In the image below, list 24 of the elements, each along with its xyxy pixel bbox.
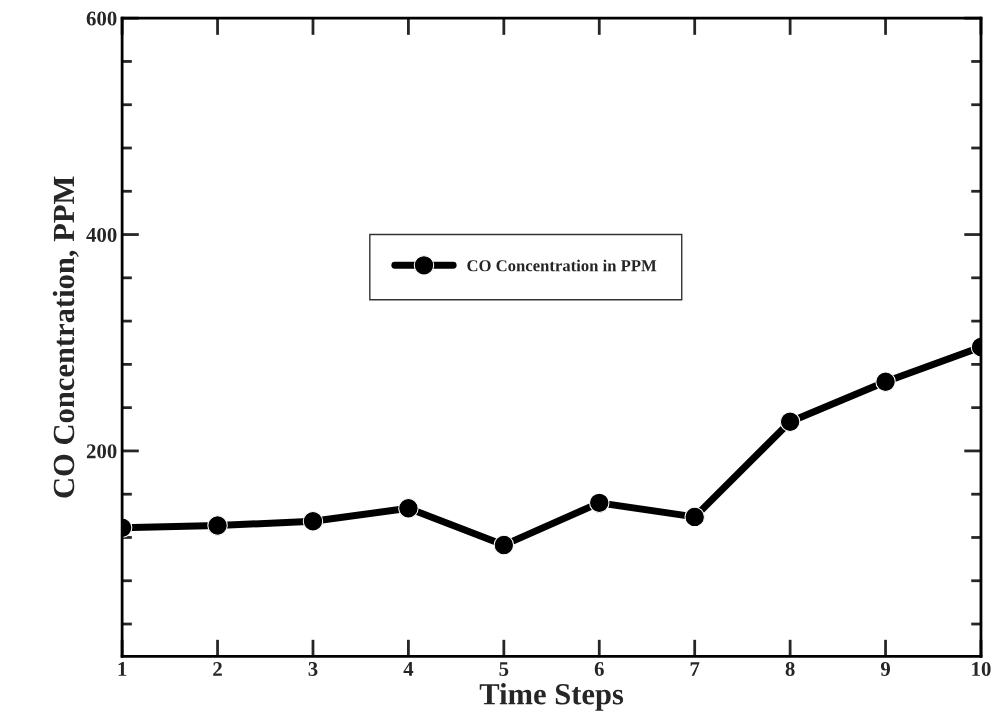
x-tick-label: 3	[308, 662, 318, 676]
x-tick-label: 4	[403, 662, 414, 676]
point	[207, 515, 228, 536]
point	[684, 506, 705, 528]
point	[779, 411, 801, 432]
point	[398, 498, 419, 519]
x-axis-title: Time Steps	[479, 683, 624, 711]
x-tick-label: 1	[118, 662, 127, 676]
y-tick-label: 200	[86, 444, 117, 459]
x-tick-label: 7	[690, 662, 700, 676]
x-tick-label: 9	[880, 662, 891, 676]
y-axis-title: CO Concentration, PPM	[52, 176, 79, 498]
x-tick-label: 5	[499, 662, 509, 676]
y-tick-label: 600	[86, 11, 117, 26]
point	[875, 371, 896, 392]
x-tick-label: 6	[594, 662, 604, 676]
x-tick-label: 10	[972, 661, 991, 676]
legend-label: CO Concentration in PPM	[467, 259, 657, 272]
point	[589, 492, 610, 514]
point	[302, 511, 324, 532]
x-tick-label: 2	[213, 662, 222, 676]
x-tick-label: 8	[785, 661, 795, 676]
y-tick-label: 400	[86, 227, 117, 242]
point	[493, 534, 515, 556]
